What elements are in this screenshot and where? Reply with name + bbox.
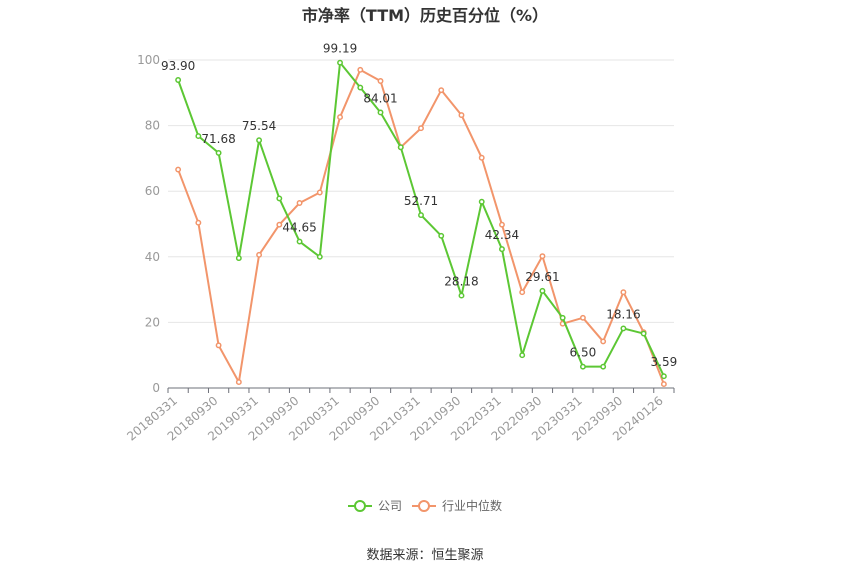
data-point — [600, 338, 607, 345]
data-point — [499, 246, 505, 253]
data-point — [175, 77, 182, 83]
chart-title: 市净率（TTM）历史百分位（%） — [302, 6, 548, 25]
grid-lines — [168, 59, 674, 323]
data-point — [559, 314, 566, 321]
data-point — [316, 253, 323, 260]
data-point — [438, 232, 445, 239]
data-point — [600, 363, 607, 370]
data-label: 6.50 — [570, 346, 597, 360]
data-point — [377, 78, 384, 84]
data-point — [296, 200, 303, 206]
data-point — [458, 112, 465, 119]
y-tick-label: 20 — [145, 315, 160, 329]
data-point — [620, 325, 627, 332]
data-label: 42.34 — [485, 228, 519, 242]
data-label: 84.01 — [363, 91, 397, 105]
data-point — [276, 221, 283, 228]
data-point — [579, 363, 586, 370]
data-point — [337, 114, 343, 121]
data-point — [316, 189, 323, 196]
data-point — [418, 125, 424, 132]
y-axis-ticks: 0 20 40 60 80 100 — [137, 53, 160, 395]
legend-label: 公司 — [378, 499, 402, 513]
data-point — [397, 144, 404, 151]
y-tick-label: 0 — [152, 381, 160, 395]
data-point — [660, 373, 667, 380]
data-point — [357, 84, 364, 91]
data-point — [276, 195, 283, 202]
data-point — [235, 379, 242, 386]
data-label: 93.90 — [161, 59, 195, 73]
data-point — [195, 133, 202, 140]
data-point — [478, 154, 485, 161]
legend-label: 行业中位数 — [442, 498, 502, 513]
data-label: 29.61 — [525, 270, 559, 284]
data-point — [579, 314, 586, 321]
legend-marker — [418, 500, 430, 512]
data-point — [640, 330, 647, 337]
data-label: 44.65 — [282, 221, 316, 235]
data-point — [620, 289, 627, 296]
legend-marker — [354, 500, 366, 512]
data-labels: 93.90 71.68 75.54 44.65 99.19 84.01 52.71 28.18… — [161, 42, 677, 370]
series-line — [177, 61, 665, 377]
data-point — [235, 255, 242, 262]
series-layer — [175, 59, 667, 388]
data-point — [195, 219, 202, 226]
y-tick-label: 80 — [145, 119, 160, 133]
data-label: 99.19 — [323, 42, 357, 56]
data-point — [357, 66, 364, 73]
data-label: 18.16 — [606, 307, 640, 321]
data-point — [660, 381, 667, 388]
data-point — [337, 59, 343, 66]
x-axis: 2018033120180930201903312019093020200331… — [124, 387, 675, 444]
data-label: 75.54 — [242, 119, 276, 133]
data-label: 52.71 — [404, 194, 438, 208]
y-tick-label: 60 — [145, 184, 160, 198]
data-point — [256, 251, 263, 258]
data-point — [539, 287, 546, 294]
data-point — [215, 342, 222, 349]
data-point — [175, 166, 182, 173]
data-point — [499, 221, 505, 228]
data-label: 3.59 — [651, 355, 678, 369]
data-point — [377, 109, 384, 116]
data-label: 71.68 — [201, 132, 235, 146]
data-point — [438, 87, 445, 94]
data-point — [215, 149, 222, 156]
series-line — [177, 68, 665, 385]
legend[interactable]: 公司 行业中位数 — [348, 498, 502, 513]
data-point — [296, 238, 303, 245]
data-point — [256, 137, 263, 144]
data-point — [458, 292, 465, 299]
y-tick-label: 40 — [145, 250, 160, 264]
data-point — [519, 352, 526, 359]
data-point — [539, 253, 546, 260]
data-label: 28.18 — [444, 275, 478, 289]
data-point — [519, 289, 526, 296]
y-tick-label: 100 — [137, 53, 160, 67]
source-note: 数据来源：恒生聚源 — [366, 548, 483, 563]
data-point — [478, 198, 485, 205]
data-point — [418, 212, 424, 219]
